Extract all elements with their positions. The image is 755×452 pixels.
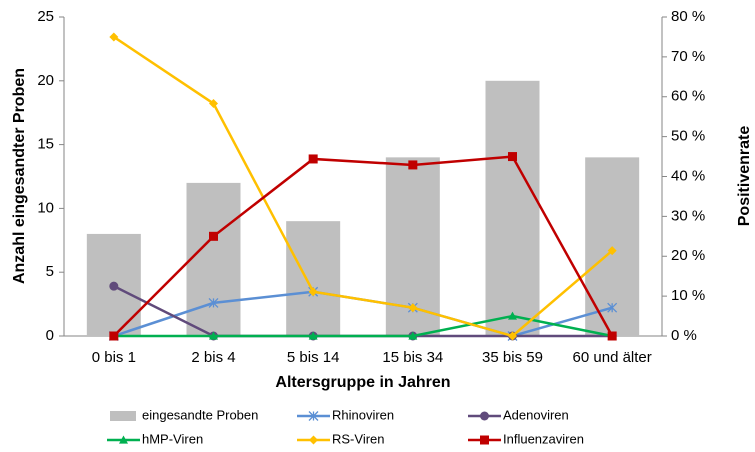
point	[508, 152, 517, 162]
point	[308, 331, 318, 340]
line	[113, 314, 613, 338]
y-tick-label: 20	[37, 72, 54, 89]
legend-marker	[309, 435, 318, 445]
point	[209, 331, 218, 340]
y2-tick-label: 30 %	[671, 207, 705, 224]
point	[508, 331, 517, 341]
x-tick-label: 60 und älter	[573, 349, 652, 366]
bar	[286, 221, 341, 336]
bar	[485, 80, 540, 336]
point	[408, 303, 418, 313]
y2-tick-label: 10 %	[671, 287, 705, 304]
y2-tick-label: 20 %	[671, 247, 705, 264]
y-tick-label: 15	[37, 136, 54, 153]
x-tick-label: 5 bis 14	[287, 349, 340, 366]
point	[607, 246, 617, 256]
y2-tick-label: 80 %	[671, 8, 705, 25]
line	[113, 35, 613, 338]
point	[607, 302, 618, 313]
x-tick-label: 0 bis 1	[92, 349, 136, 366]
legend-marker	[119, 435, 128, 444]
legend-label: eingesandte Proben	[142, 407, 258, 422]
point	[109, 32, 119, 42]
y-tick-label: 0	[46, 327, 54, 344]
point	[607, 331, 617, 341]
y2-axis-title: Positivenrate	[736, 126, 753, 227]
legend-swatch	[110, 411, 136, 421]
line	[112, 155, 614, 337]
legend-label: hMP-Viren	[142, 431, 203, 446]
y2-tick-label: 60 %	[671, 88, 705, 105]
y2-tick-label: 0 %	[671, 327, 697, 344]
point	[508, 311, 517, 320]
y2-tick-label: 70 %	[671, 48, 705, 65]
x-tick-label: 35 bis 59	[482, 349, 543, 366]
legend-label: RS-Viren	[332, 431, 385, 446]
point	[109, 281, 119, 291]
x-tick-label: 2 bis 4	[191, 349, 235, 366]
legend-label: Rhinoviren	[332, 407, 394, 422]
point	[408, 160, 418, 170]
point	[308, 154, 318, 164]
legend-label: Adenoviren	[503, 407, 569, 422]
point	[109, 331, 119, 341]
point	[308, 287, 318, 297]
legend-marker	[480, 435, 489, 445]
bar	[186, 182, 241, 336]
y-axis-title: Anzahl eingesandter Proben	[11, 68, 28, 284]
x-tick-label: 15 bis 34	[382, 349, 443, 366]
y-tick-label: 25	[37, 8, 54, 25]
point	[209, 99, 218, 109]
legend-marker	[308, 411, 319, 421]
legend-marker	[480, 411, 489, 421]
point	[208, 297, 219, 308]
y-tick-label: 5	[46, 263, 54, 280]
legend-label: Influenzaviren	[503, 431, 584, 446]
x-axis-title: Altersgruppe in Jahren	[275, 374, 450, 391]
y-tick-label: 10	[37, 199, 54, 216]
point	[408, 331, 418, 340]
y2-tick-label: 40 %	[671, 167, 705, 184]
y2-tick-label: 50 %	[671, 128, 705, 145]
point	[209, 231, 218, 241]
